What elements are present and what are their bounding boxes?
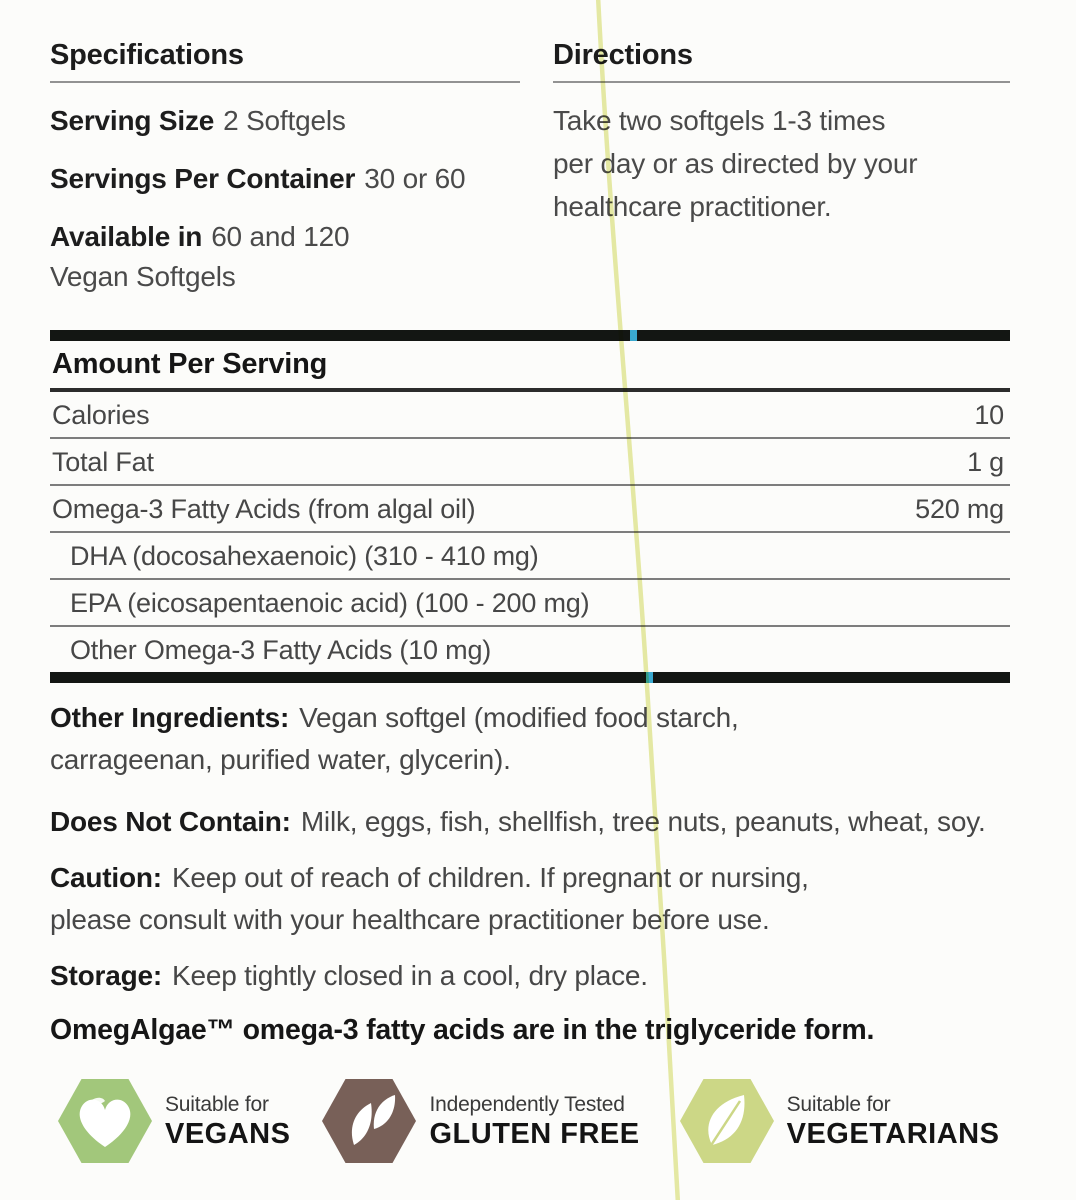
supplement-facts-panel: Amount Per Serving Calories 10 Total Fat…: [50, 330, 1010, 683]
facts-bottom-bar: [50, 672, 1010, 683]
row-name: Total Fat: [52, 447, 154, 477]
caution-note: Caution: Keep out of reach of children. I…: [50, 857, 1010, 941]
storage-label: Storage:: [50, 960, 162, 991]
directions-line: Take two softgels 1-3 times: [553, 105, 886, 136]
note-line: Other Ingredients: Vegan softgel (modifie…: [50, 697, 1010, 739]
triglyceride-claim: OmegAlgae™ omega-3 fatty acids are in th…: [50, 1014, 875, 1046]
directions-line: per day or as directed by your: [553, 148, 918, 179]
note-line: Caution: Keep out of reach of children. I…: [50, 857, 1010, 899]
vegan-badge: Suitable for VEGANS: [58, 1079, 290, 1163]
directions-text: Take two softgels 1-3 times per day or a…: [553, 99, 1010, 228]
facts-row-calories: Calories 10: [50, 392, 1010, 439]
scan-glitch: [646, 672, 653, 683]
row-name: EPA (eicosapentaenoic acid) (100 - 200 m…: [70, 588, 590, 618]
other-ingredients-note: Other Ingredients: Vegan softgel (modifie…: [50, 697, 1010, 781]
row-name: Calories: [52, 400, 150, 430]
facts-row-omega3: Omega-3 Fatty Acids (from algal oil) 520…: [50, 486, 1010, 533]
scan-glitch: [630, 330, 637, 341]
gluten-free-badge: Independently Tested GLUTEN FREE: [322, 1079, 639, 1163]
available-in-label: Available in: [50, 221, 203, 252]
row-amount: 1 g: [967, 447, 1004, 477]
facts-header: Amount Per Serving: [50, 341, 1010, 392]
specifications-title: Specifications: [50, 38, 520, 83]
gluten-free-badge-text: Independently Tested GLUTEN FREE: [429, 1092, 639, 1151]
vegan-heart-icon: [58, 1079, 152, 1163]
top-section: Specifications Serving Size 2 Softgels Se…: [50, 38, 1010, 297]
row-amount: 520 mg: [915, 494, 1004, 524]
specifications-section: Specifications Serving Size 2 Softgels Se…: [50, 38, 520, 297]
serving-size-value: 2 Softgels: [223, 105, 346, 136]
available-in-value-line2: Vegan Softgels: [50, 261, 236, 292]
note-line: carrageenan, purified water, glycerin).: [50, 744, 511, 775]
does-not-contain-note: Does Not Contain: Milk, eggs, fish, shell…: [50, 801, 1010, 843]
note-text: Vegan softgel (modified food starch,: [299, 702, 739, 733]
row-amount: 10: [974, 400, 1004, 430]
directions-section: Directions Take two softgels 1-3 times p…: [553, 38, 1010, 297]
storage-note: Storage: Keep tightly closed in a cool, d…: [50, 955, 1010, 997]
facts-row-dha: DHA (docosahexaenoic) (310 - 410 mg): [50, 533, 1010, 580]
badge-title: VEGETARIANS: [786, 1117, 1000, 1150]
badge-title: GLUTEN FREE: [429, 1117, 640, 1150]
facts-top-bar: [50, 330, 1010, 341]
vegetarian-badge-text: Suitable for VEGETARIANS: [787, 1092, 1000, 1151]
servings-per-container-row: Servings Per Container 30 or 60: [50, 159, 520, 199]
row-name: DHA (docosahexaenoic) (310 - 410 mg): [70, 541, 539, 571]
caution-label: Caution:: [50, 862, 162, 893]
facts-row-epa: EPA (eicosapentaenoic acid) (100 - 200 m…: [50, 580, 1010, 627]
does-not-contain-label: Does Not Contain:: [50, 806, 291, 837]
servings-per-container-value: 30 or 60: [364, 163, 466, 194]
available-in-row: Available in 60 and 120 Vegan Softgels: [50, 217, 520, 297]
facts-row-other-omega3: Other Omega-3 Fatty Acids (10 mg): [50, 627, 1010, 672]
note-line: Does Not Contain: Milk, eggs, fish, shell…: [50, 801, 1010, 843]
certification-badges: Suitable for VEGANS Independently Tested…: [50, 1079, 1010, 1163]
facts-row-total-fat: Total Fat 1 g: [50, 439, 1010, 486]
serving-size-row: Serving Size 2 Softgels: [50, 101, 520, 141]
gluten-free-leaves-icon: [322, 1079, 417, 1163]
other-ingredients-label: Other Ingredients:: [50, 702, 290, 733]
badge-subtitle: Suitable for: [165, 1092, 269, 1116]
vegetarian-badge: Suitable for VEGETARIANS: [679, 1079, 1000, 1163]
directions-line: healthcare practitioner.: [553, 191, 832, 222]
row-name: Other Omega-3 Fatty Acids (10 mg): [70, 635, 492, 665]
available-in-value: 60 and 120: [211, 221, 350, 252]
serving-size-label: Serving Size: [50, 105, 215, 136]
note-text: Milk, eggs, fish, shellfish, tree nuts, …: [300, 806, 986, 837]
note-text: Keep tightly closed in a cool, dry place…: [171, 960, 648, 991]
row-name: Omega-3 Fatty Acids (from algal oil): [52, 494, 476, 524]
badge-subtitle: Independently Tested: [429, 1092, 625, 1116]
servings-per-container-label: Servings Per Container: [50, 163, 356, 194]
note-text: Keep out of reach of children. If pregna…: [171, 862, 809, 893]
note-line: Storage: Keep tightly closed in a cool, d…: [50, 955, 1010, 997]
directions-title: Directions: [553, 38, 1010, 83]
badge-subtitle: Suitable for: [786, 1092, 891, 1116]
note-line: please consult with your healthcare prac…: [50, 904, 770, 935]
vegan-badge-text: Suitable for VEGANS: [165, 1092, 290, 1151]
vegetarian-leaf-icon: [679, 1079, 774, 1163]
badge-title: VEGANS: [165, 1117, 291, 1150]
